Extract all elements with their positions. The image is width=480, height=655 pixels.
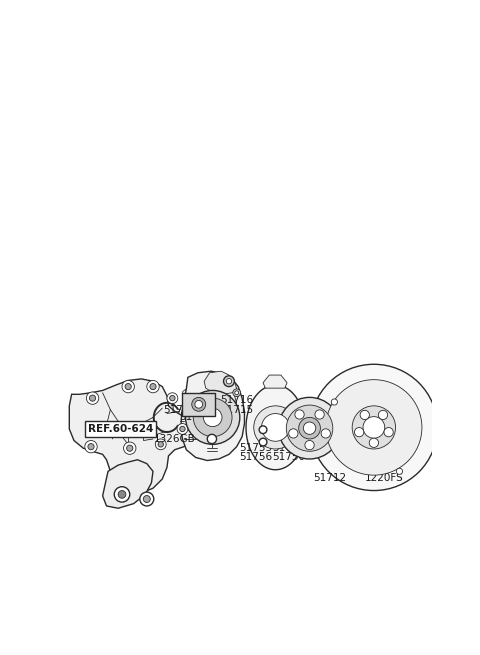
Circle shape: [315, 410, 324, 419]
Circle shape: [278, 398, 340, 459]
Circle shape: [180, 426, 185, 432]
Circle shape: [262, 413, 289, 441]
Circle shape: [396, 468, 403, 474]
Circle shape: [254, 406, 297, 449]
Circle shape: [369, 438, 379, 447]
Circle shape: [186, 390, 240, 444]
Polygon shape: [181, 371, 244, 460]
Text: 51715: 51715: [220, 405, 253, 415]
Circle shape: [295, 410, 304, 419]
Circle shape: [167, 393, 178, 403]
Circle shape: [114, 487, 130, 502]
Polygon shape: [263, 375, 287, 388]
Text: 51718: 51718: [163, 405, 196, 415]
Circle shape: [89, 395, 96, 402]
Text: 51750: 51750: [272, 453, 305, 462]
Circle shape: [233, 389, 240, 397]
Circle shape: [355, 428, 364, 437]
Circle shape: [156, 439, 166, 450]
Circle shape: [140, 492, 154, 506]
Circle shape: [352, 406, 396, 449]
Circle shape: [193, 398, 232, 437]
Circle shape: [123, 442, 136, 455]
Circle shape: [127, 445, 133, 451]
Circle shape: [286, 405, 333, 451]
Circle shape: [299, 417, 321, 439]
Text: 51716: 51716: [220, 396, 253, 405]
Circle shape: [195, 400, 203, 408]
Circle shape: [259, 426, 267, 434]
Circle shape: [360, 410, 370, 420]
Circle shape: [125, 384, 132, 390]
Circle shape: [331, 399, 337, 405]
Text: 1129ED: 1129ED: [317, 409, 358, 419]
Circle shape: [378, 410, 388, 420]
Text: 51720: 51720: [179, 413, 212, 422]
Polygon shape: [246, 385, 305, 470]
Circle shape: [192, 398, 206, 411]
Text: REF.60-624: REF.60-624: [88, 424, 153, 434]
Circle shape: [204, 408, 222, 426]
Circle shape: [235, 391, 239, 395]
Polygon shape: [182, 393, 215, 416]
Circle shape: [122, 381, 134, 393]
Circle shape: [207, 434, 216, 443]
Circle shape: [305, 441, 314, 450]
Circle shape: [118, 491, 126, 498]
Circle shape: [226, 379, 232, 384]
Circle shape: [311, 364, 437, 491]
Circle shape: [150, 384, 156, 390]
Circle shape: [259, 438, 267, 446]
Circle shape: [147, 381, 159, 393]
Polygon shape: [204, 371, 237, 394]
Circle shape: [144, 496, 150, 502]
Text: 51712: 51712: [313, 473, 346, 483]
Circle shape: [177, 424, 188, 434]
Circle shape: [86, 392, 99, 404]
Text: 51752: 51752: [272, 443, 305, 453]
Polygon shape: [103, 460, 153, 508]
Circle shape: [384, 428, 393, 437]
Text: 51755: 51755: [240, 443, 273, 453]
Circle shape: [224, 376, 234, 386]
Circle shape: [363, 417, 385, 438]
Text: 51756: 51756: [240, 453, 273, 462]
Circle shape: [303, 422, 316, 434]
Text: 1220FS: 1220FS: [365, 473, 403, 483]
Text: 1326GB: 1326GB: [154, 434, 195, 444]
Circle shape: [169, 396, 175, 401]
Circle shape: [158, 441, 164, 447]
Circle shape: [288, 429, 298, 438]
Polygon shape: [69, 379, 192, 495]
Circle shape: [88, 443, 94, 450]
Circle shape: [85, 441, 97, 453]
Circle shape: [321, 429, 330, 438]
Circle shape: [326, 380, 422, 475]
